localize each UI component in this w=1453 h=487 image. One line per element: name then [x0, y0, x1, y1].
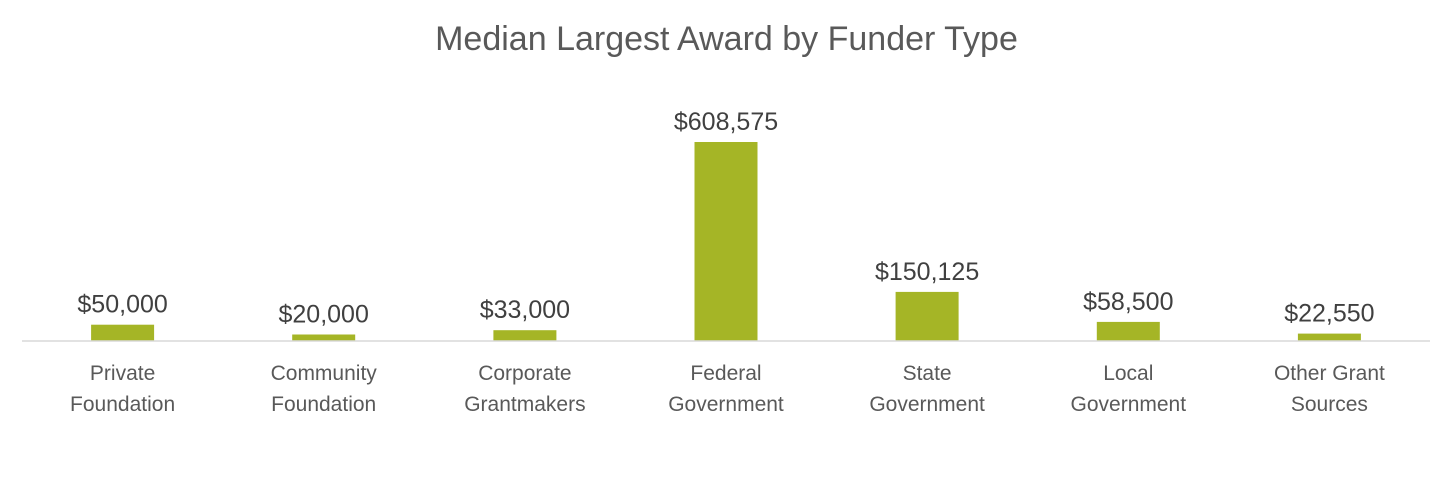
data-label: $150,125 — [875, 258, 979, 286]
bar — [1096, 321, 1160, 341]
category-label: Community — [271, 362, 378, 385]
bars-layer — [91, 142, 1361, 341]
category-label: Other Grant — [1274, 362, 1385, 385]
bar — [694, 142, 758, 341]
data-label: $22,550 — [1284, 300, 1374, 328]
chart-title: Median Largest Award by Funder Type — [435, 20, 1018, 58]
data-label: $58,500 — [1083, 288, 1173, 316]
bar — [493, 330, 557, 341]
bar — [91, 324, 155, 341]
category-label: Government — [869, 393, 985, 416]
category-label: Corporate — [478, 362, 571, 385]
category-label: Sources — [1291, 393, 1368, 416]
data-label: $608,575 — [674, 108, 778, 136]
category-label: Foundation — [70, 393, 175, 416]
category-label: Private — [90, 362, 155, 385]
category-label: State — [903, 362, 952, 385]
data-label: $50,000 — [77, 291, 167, 319]
labels-layer: $50,000 Private Foundation $20,000 Community… — [70, 108, 1385, 416]
bar — [1297, 333, 1361, 341]
category-label: Grantmakers — [464, 393, 585, 416]
category-label: Government — [1071, 393, 1187, 416]
bar — [895, 291, 959, 341]
category-label: Local — [1103, 362, 1153, 385]
bar — [292, 334, 356, 341]
category-label: Foundation — [271, 393, 376, 416]
data-label: $20,000 — [279, 301, 369, 329]
category-label: Government — [668, 393, 784, 416]
category-label: Federal — [690, 362, 761, 385]
data-label: $33,000 — [480, 296, 570, 324]
